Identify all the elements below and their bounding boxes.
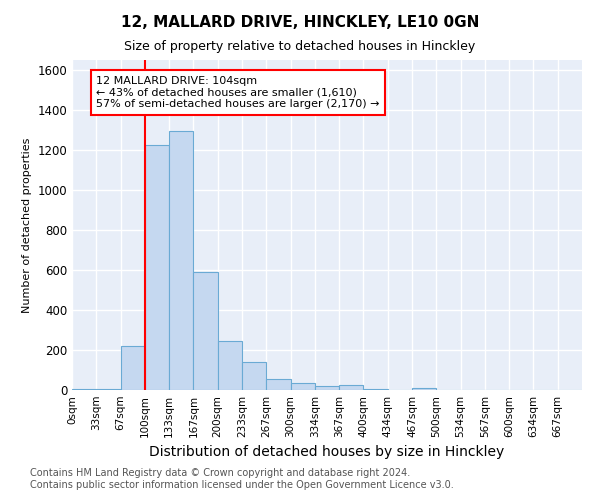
Y-axis label: Number of detached properties: Number of detached properties	[22, 138, 32, 312]
Bar	[364, 389, 388, 390]
Bar	[290, 383, 315, 390]
Bar	[266, 379, 290, 390]
Bar	[72, 389, 96, 390]
Bar	[339, 385, 364, 390]
Bar	[121, 346, 145, 390]
Bar	[315, 386, 339, 390]
Text: 12, MALLARD DRIVE, HINCKLEY, LE10 0GN: 12, MALLARD DRIVE, HINCKLEY, LE10 0GN	[121, 15, 479, 30]
Bar	[218, 341, 242, 390]
Bar	[96, 389, 121, 390]
Text: Size of property relative to detached houses in Hinckley: Size of property relative to detached ho…	[124, 40, 476, 53]
Bar	[193, 272, 218, 390]
Bar	[169, 131, 193, 390]
X-axis label: Distribution of detached houses by size in Hinckley: Distribution of detached houses by size …	[149, 446, 505, 460]
Text: 12 MALLARD DRIVE: 104sqm
← 43% of detached houses are smaller (1,610)
57% of sem: 12 MALLARD DRIVE: 104sqm ← 43% of detach…	[96, 76, 380, 109]
Bar	[145, 145, 169, 390]
Bar	[412, 388, 436, 390]
Text: Contains HM Land Registry data © Crown copyright and database right 2024.
Contai: Contains HM Land Registry data © Crown c…	[30, 468, 454, 490]
Bar	[242, 362, 266, 390]
